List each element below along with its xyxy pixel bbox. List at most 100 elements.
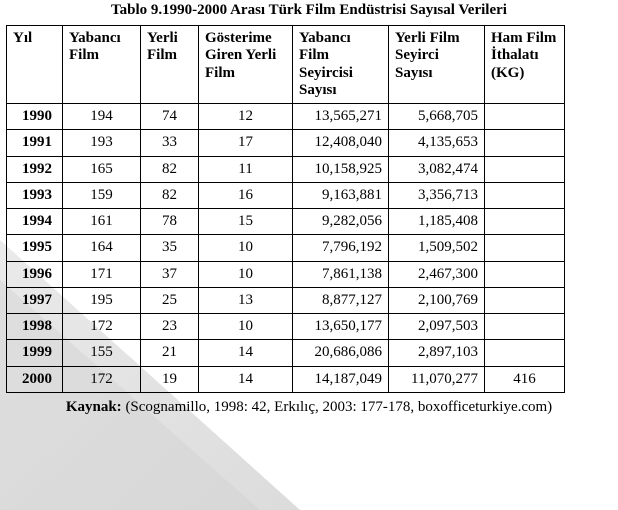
source-text: (Scognamillo, 1998: 42, Erkılıç, 2003: 1… (122, 399, 552, 415)
cell-yab: 195 (63, 287, 141, 313)
cell-yys: 1,509,502 (389, 235, 485, 261)
cell-yil: 1993 (7, 182, 63, 208)
table-caption: Tablo 9.1990-2000 Arası Türk Film Endüst… (0, 0, 618, 25)
cell-yil: 1991 (7, 130, 63, 156)
cell-yer: 23 (141, 314, 199, 340)
source-label: Kaynak: (66, 399, 122, 415)
cell-ham (485, 340, 565, 366)
cell-yfs: 7,861,138 (293, 261, 389, 287)
cell-yys: 11,070,277 (389, 366, 485, 392)
source-caption: Kaynak: (Scognamillo, 1998: 42, Erkılıç,… (0, 393, 618, 416)
cell-yab: 155 (63, 340, 141, 366)
cell-ham (485, 287, 565, 313)
cell-yfs: 7,796,192 (293, 235, 389, 261)
cell-yil: 1994 (7, 209, 63, 235)
cell-yer: 82 (141, 182, 199, 208)
cell-gos: 10 (199, 235, 293, 261)
cell-gos: 13 (199, 287, 293, 313)
table-row: 1995 164 35 10 7,796,192 1,509,502 (7, 235, 565, 261)
cell-gos: 11 (199, 156, 293, 182)
cell-yil: 1992 (7, 156, 63, 182)
table-row: 1996 171 37 10 7,861,138 2,467,300 (7, 261, 565, 287)
cell-ham (485, 182, 565, 208)
cell-yab: 172 (63, 314, 141, 340)
cell-yfs: 13,650,177 (293, 314, 389, 340)
cell-yfs: 12,408,040 (293, 130, 389, 156)
cell-yfs: 13,565,271 (293, 104, 389, 130)
cell-yer: 74 (141, 104, 199, 130)
cell-yil: 1995 (7, 235, 63, 261)
cell-yil: 1998 (7, 314, 63, 340)
col-yerli: Yerli Film (141, 26, 199, 104)
col-gosterime: Gösterime Giren Yerli Film (199, 26, 293, 104)
col-yil: Yıl (7, 26, 63, 104)
table-row: 1997 195 25 13 8,877,127 2,100,769 (7, 287, 565, 313)
cell-ham (485, 130, 565, 156)
cell-yil: 1996 (7, 261, 63, 287)
cell-yys: 2,097,503 (389, 314, 485, 340)
cell-gos: 12 (199, 104, 293, 130)
cell-yer: 21 (141, 340, 199, 366)
table-row: 1993 159 82 16 9,163,881 3,356,713 (7, 182, 565, 208)
cell-gos: 17 (199, 130, 293, 156)
cell-yfs: 9,282,056 (293, 209, 389, 235)
cell-yab: 172 (63, 366, 141, 392)
cell-yab: 164 (63, 235, 141, 261)
header-row: Yıl Yabancı Film Yerli Film Gösterime Gi… (7, 26, 565, 104)
cell-gos: 15 (199, 209, 293, 235)
col-yabanci: Yabancı Film (63, 26, 141, 104)
cell-ham (485, 104, 565, 130)
data-table: Yıl Yabancı Film Yerli Film Gösterime Gi… (6, 25, 565, 393)
cell-yab: 159 (63, 182, 141, 208)
cell-ham (485, 209, 565, 235)
cell-yys: 2,100,769 (389, 287, 485, 313)
table-row: 1991 193 33 17 12,408,040 4,135,653 (7, 130, 565, 156)
cell-yil: 1997 (7, 287, 63, 313)
cell-yys: 3,356,713 (389, 182, 485, 208)
cell-yer: 25 (141, 287, 199, 313)
table-row: 1990 194 74 12 13,565,271 5,668,705 (7, 104, 565, 130)
cell-gos: 10 (199, 261, 293, 287)
cell-yys: 1,185,408 (389, 209, 485, 235)
table-row: 1999 155 21 14 20,686,086 2,897,103 (7, 340, 565, 366)
cell-yer: 35 (141, 235, 199, 261)
cell-yil: 2000 (7, 366, 63, 392)
cell-ham (485, 314, 565, 340)
cell-yer: 33 (141, 130, 199, 156)
cell-yab: 171 (63, 261, 141, 287)
cell-gos: 14 (199, 340, 293, 366)
cell-yfs: 20,686,086 (293, 340, 389, 366)
cell-yab: 165 (63, 156, 141, 182)
table-row: 1994 161 78 15 9,282,056 1,185,408 (7, 209, 565, 235)
cell-yab: 194 (63, 104, 141, 130)
cell-ham (485, 156, 565, 182)
cell-yys: 2,897,103 (389, 340, 485, 366)
cell-ham (485, 235, 565, 261)
col-yab-seyirci: Yabancı Film Seyircisi Sayısı (293, 26, 389, 104)
cell-gos: 14 (199, 366, 293, 392)
cell-gos: 16 (199, 182, 293, 208)
cell-yab: 193 (63, 130, 141, 156)
cell-yer: 78 (141, 209, 199, 235)
cell-yer: 19 (141, 366, 199, 392)
cell-yys: 2,467,300 (389, 261, 485, 287)
cell-yys: 3,082,474 (389, 156, 485, 182)
cell-yab: 161 (63, 209, 141, 235)
col-ham: Ham Film İthalatı (KG) (485, 26, 565, 104)
cell-yil: 1990 (7, 104, 63, 130)
col-yer-seyirci: Yerli Film Seyirci Sayısı (389, 26, 485, 104)
cell-yys: 4,135,653 (389, 130, 485, 156)
cell-yer: 37 (141, 261, 199, 287)
cell-yfs: 9,163,881 (293, 182, 389, 208)
cell-ham: 416 (485, 366, 565, 392)
table-row: 2000 172 19 14 14,187,049 11,070,277 416 (7, 366, 565, 392)
cell-ham (485, 261, 565, 287)
cell-yfs: 8,877,127 (293, 287, 389, 313)
cell-gos: 10 (199, 314, 293, 340)
cell-yer: 82 (141, 156, 199, 182)
cell-yil: 1999 (7, 340, 63, 366)
cell-yys: 5,668,705 (389, 104, 485, 130)
cell-yfs: 14,187,049 (293, 366, 389, 392)
table-row: 1998 172 23 10 13,650,177 2,097,503 (7, 314, 565, 340)
cell-yfs: 10,158,925 (293, 156, 389, 182)
